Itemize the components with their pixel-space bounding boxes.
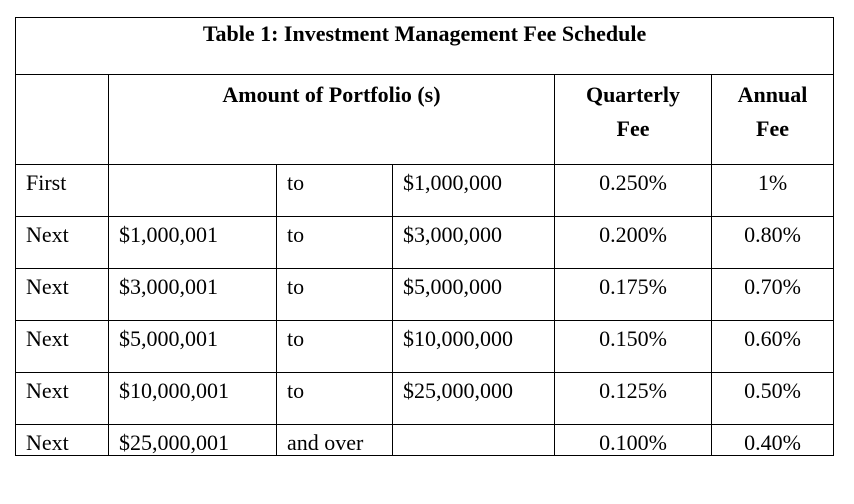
header-annual-line2: Fee (756, 116, 790, 141)
separator-cell: to (276, 320, 393, 373)
quarterly-fee-cell: 0.100% (554, 423, 712, 457)
tier-cell: Next (15, 320, 109, 373)
separator-cell: to (276, 268, 393, 321)
header-row: Amount of Portfolio (s) Quarterly Fee An… (15, 74, 835, 165)
table-row: Next $1,000,001 to $3,000,000 0.200% 0.8… (15, 216, 835, 269)
title-row: Table 1: Investment Management Fee Sched… (14, 17, 835, 75)
annual-fee-cell: 0.40% (710, 423, 835, 457)
separator-cell: to (276, 216, 393, 269)
from-amount-cell: $1,000,001 (108, 216, 277, 269)
separator-cell: to (276, 372, 393, 425)
table-row: Next $5,000,001 to $10,000,000 0.150% 0.… (15, 320, 835, 373)
header-annual-fee: Annual Fee (710, 74, 835, 165)
upto-amount-cell (392, 423, 555, 457)
annual-fee-cell: 1% (710, 164, 835, 217)
upto-amount-cell: $10,000,000 (392, 320, 555, 373)
header-quarterly-fee: Quarterly Fee (554, 74, 712, 165)
quarterly-fee-cell: 0.200% (554, 216, 712, 269)
from-amount-cell: $3,000,001 (108, 268, 277, 321)
annual-fee-cell: 0.50% (710, 372, 835, 425)
from-amount-cell: $5,000,001 (108, 320, 277, 373)
fee-schedule-table: Table 1: Investment Management Fee Sched… (14, 17, 835, 457)
table-row: Next $25,000,001 and over 0.100% 0.40% (15, 423, 835, 457)
upto-amount-cell: $25,000,000 (392, 372, 555, 425)
header-annual-line1: Annual (737, 82, 808, 107)
tier-cell: Next (15, 423, 109, 457)
tier-cell: Next (15, 216, 109, 269)
upto-amount-cell: $3,000,000 (392, 216, 555, 269)
header-quarterly-line2: Fee (616, 116, 650, 141)
annual-fee-cell: 0.70% (710, 268, 835, 321)
table-row: Next $3,000,001 to $5,000,000 0.175% 0.7… (15, 268, 835, 321)
header-tier-cell (15, 74, 109, 165)
tier-cell: Next (15, 268, 109, 321)
separator-cell: to (276, 164, 393, 217)
annual-fee-cell: 0.60% (710, 320, 835, 373)
tier-cell: First (15, 164, 109, 217)
quarterly-fee-cell: 0.150% (554, 320, 712, 373)
quarterly-fee-cell: 0.175% (554, 268, 712, 321)
from-amount-cell: $25,000,001 (108, 423, 277, 457)
quarterly-fee-cell: 0.250% (554, 164, 712, 217)
header-quarterly-line1: Quarterly (585, 82, 681, 107)
from-amount-cell (108, 164, 277, 217)
separator-cell: and over (276, 423, 393, 457)
table-row: First to $1,000,000 0.250% 1% (15, 164, 835, 217)
from-amount-cell: $10,000,001 (108, 372, 277, 425)
table-row: Next $10,000,001 to $25,000,000 0.125% 0… (15, 372, 835, 425)
tier-cell: Next (15, 372, 109, 425)
quarterly-fee-cell: 0.125% (554, 372, 712, 425)
header-amount: Amount of Portfolio (s) (108, 74, 555, 165)
annual-fee-cell: 0.80% (710, 216, 835, 269)
table-title: Table 1: Investment Management Fee Sched… (14, 17, 835, 75)
upto-amount-cell: $5,000,000 (392, 268, 555, 321)
upto-amount-cell: $1,000,000 (392, 164, 555, 217)
